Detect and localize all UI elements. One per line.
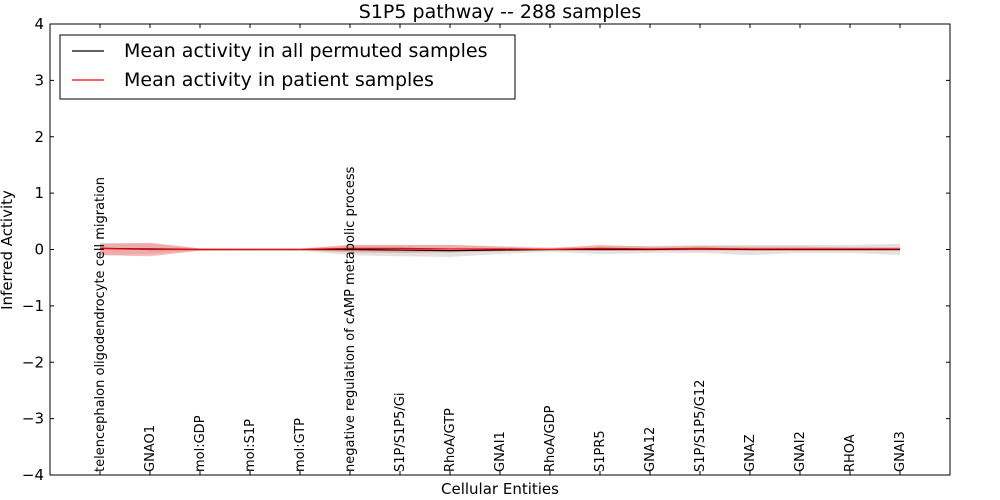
y-tick-label: 1: [34, 184, 44, 202]
y-tick-labels: −4 −3 −2 −1 0 1 2 3 4: [22, 15, 44, 484]
entity-label: GNAI2: [793, 431, 808, 472]
entity-label: mol:S1P: [243, 419, 258, 472]
entity-label: telencephalon oligodendrocyte cell migra…: [93, 177, 108, 472]
entity-label: GNAO1: [143, 425, 158, 472]
entity-label: mol:GDP: [193, 415, 208, 472]
series-line-patient: [99, 247, 900, 251]
plot-frame: [49, 23, 951, 476]
x-axis-title: Cellular Entities: [441, 480, 559, 498]
y-tick-label: −3: [22, 410, 44, 428]
legend: Mean activity in all permuted samples Me…: [59, 34, 516, 100]
y-tick-label: 3: [34, 71, 44, 89]
chart-title: S1P5 pathway -- 288 samples: [359, 1, 641, 23]
entity-label: RHOA: [843, 434, 858, 472]
y-tick-label: −2: [22, 353, 44, 371]
y-tick-label: 2: [34, 128, 44, 146]
entity-labels: telencephalon oligodendrocyte cell migra…: [93, 166, 908, 472]
entity-label: S1P/S1P5/Gi: [393, 393, 408, 472]
legend-label-permuted: Mean activity in all permuted samples: [124, 40, 487, 62]
entity-label: negative regulation of cAMP metabolic pr…: [343, 166, 358, 472]
entity-label: RhoA/GTP: [443, 408, 458, 472]
entity-label: S1PR5: [593, 430, 608, 472]
entity-label: RhoA/GDP: [543, 405, 558, 472]
entity-label: GNA12: [643, 427, 658, 472]
y-axis-title: Inferred Activity: [0, 190, 16, 310]
entity-label: GNAI1: [493, 431, 508, 472]
legend-label-patient: Mean activity in patient samples: [124, 69, 434, 91]
legend-box: [59, 34, 516, 100]
entity-label: GNAI3: [893, 431, 908, 472]
y-tick-label: 0: [34, 241, 44, 259]
y-tick-label: −1: [22, 297, 44, 315]
entity-label: GNAZ: [743, 434, 758, 472]
y-tick-label: 4: [34, 15, 44, 33]
entity-label: mol:GTP: [293, 418, 308, 472]
entity-label: S1P/S1P5/G12: [693, 380, 708, 472]
y-tick-label: −4: [22, 466, 44, 484]
series-lines: [99, 247, 900, 252]
